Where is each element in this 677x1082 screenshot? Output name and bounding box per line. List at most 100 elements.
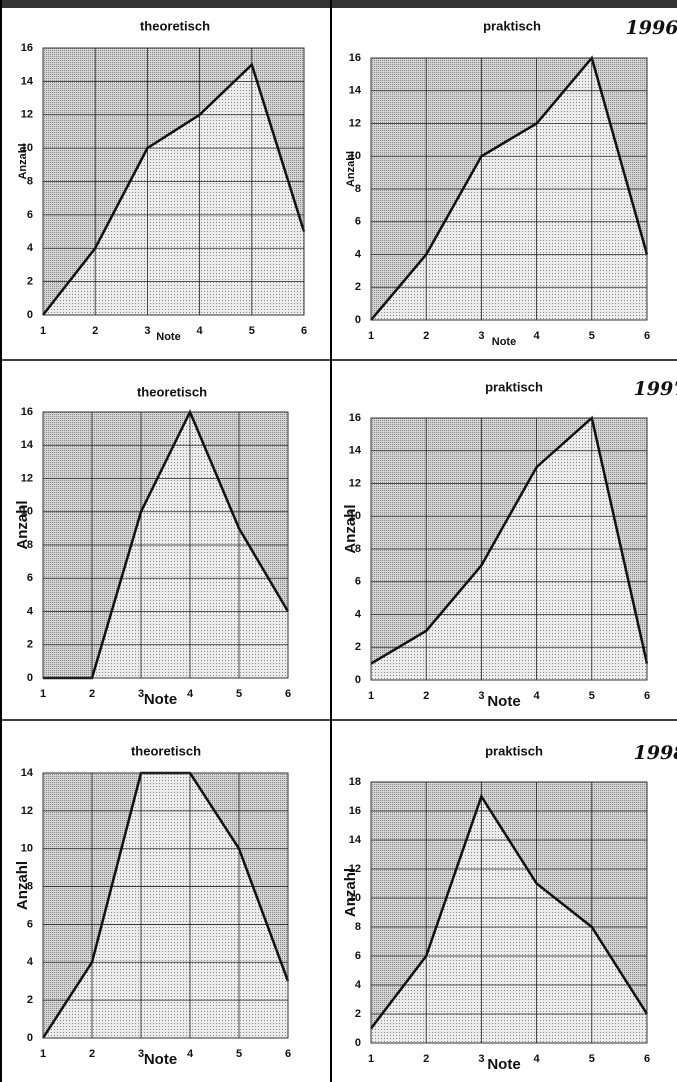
y-tick-label: 12 xyxy=(21,472,33,484)
y-tick-label: 12 xyxy=(21,109,33,121)
chart-title: theoretisch xyxy=(131,743,201,758)
x-tick-label: 2 xyxy=(423,330,429,342)
y-tick-label: 8 xyxy=(355,921,361,933)
x-tick-label: 5 xyxy=(249,325,255,337)
y-tick-label: 4 xyxy=(27,242,34,254)
y-axis-label: Anzahl xyxy=(342,868,359,917)
chart-title: praktisch xyxy=(483,18,541,33)
y-tick-label: 6 xyxy=(355,950,361,962)
page: 0246810121416123456theoretischNoteAnzahl… xyxy=(0,0,677,1082)
y-tick-label: 4 xyxy=(355,979,362,991)
y-tick-label: 2 xyxy=(355,281,361,293)
x-tick-label: 1 xyxy=(40,688,46,700)
y-tick-label: 16 xyxy=(21,42,33,54)
scan-edge xyxy=(0,0,677,8)
x-tick-label: 4 xyxy=(197,325,204,337)
chart-title: theoretisch xyxy=(140,18,210,33)
chart-title: theoretisch xyxy=(137,384,207,399)
x-tick-label: 6 xyxy=(644,330,650,342)
y-tick-label: 2 xyxy=(27,639,33,651)
year-annotation: 1998 xyxy=(634,742,677,764)
x-tick-label: 4 xyxy=(534,330,541,342)
x-tick-label: 6 xyxy=(301,325,307,337)
chart-sheet: 0246810121416123456theoretischNoteAnzahl… xyxy=(0,0,677,1082)
x-tick-label: 1 xyxy=(368,330,374,342)
x-tick-label: 5 xyxy=(236,688,242,700)
y-tick-label: 14 xyxy=(349,834,362,846)
y-axis-label: Anzahl xyxy=(342,504,359,553)
x-tick-label: 1 xyxy=(368,690,374,702)
y-tick-label: 18 xyxy=(349,776,361,788)
x-axis-label: Note xyxy=(492,336,516,348)
y-tick-label: 0 xyxy=(355,674,361,686)
y-tick-label: 14 xyxy=(349,445,362,457)
x-tick-label: 1 xyxy=(40,1048,46,1060)
x-tick-label: 2 xyxy=(92,325,98,337)
y-tick-label: 16 xyxy=(349,412,361,424)
x-tick-label: 4 xyxy=(534,1053,541,1065)
y-axis-label: Anzahl xyxy=(17,143,29,179)
y-tick-label: 0 xyxy=(355,1037,361,1049)
y-tick-label: 16 xyxy=(349,805,361,817)
x-tick-label: 2 xyxy=(89,688,95,700)
y-tick-label: 2 xyxy=(355,641,361,653)
y-tick-label: 16 xyxy=(349,52,361,64)
y-tick-label: 12 xyxy=(21,805,33,817)
x-tick-label: 5 xyxy=(589,1053,595,1065)
y-tick-label: 6 xyxy=(27,572,33,584)
x-tick-label: 3 xyxy=(478,690,484,702)
x-tick-label: 2 xyxy=(423,1053,429,1065)
x-tick-label: 5 xyxy=(589,690,595,702)
y-tick-label: 4 xyxy=(355,608,362,620)
x-tick-label: 4 xyxy=(187,688,194,700)
x-tick-label: 6 xyxy=(285,688,291,700)
y-tick-label: 0 xyxy=(27,1032,33,1044)
x-tick-label: 6 xyxy=(644,690,650,702)
x-axis-label: Note xyxy=(156,331,180,343)
x-tick-label: 3 xyxy=(144,325,150,337)
x-tick-label: 6 xyxy=(285,1048,291,1060)
y-tick-label: 14 xyxy=(349,85,362,97)
y-tick-label: 0 xyxy=(27,672,33,684)
y-tick-label: 6 xyxy=(27,918,33,930)
y-tick-label: 2 xyxy=(27,276,33,288)
y-tick-label: 4 xyxy=(27,956,34,968)
y-tick-label: 4 xyxy=(355,248,362,260)
x-tick-label: 6 xyxy=(644,1053,650,1065)
year-annotation: 1997 xyxy=(634,378,677,400)
x-tick-label: 2 xyxy=(423,690,429,702)
y-axis-label: Anzahl xyxy=(14,500,31,549)
y-tick-label: 6 xyxy=(355,216,361,228)
y-tick-label: 2 xyxy=(27,994,33,1006)
y-tick-label: 16 xyxy=(21,406,33,418)
x-tick-label: 2 xyxy=(89,1048,95,1060)
y-axis-label: Anzahl xyxy=(14,861,31,910)
x-axis-label: Note xyxy=(144,691,177,708)
y-tick-label: 14 xyxy=(21,439,34,451)
y-tick-label: 0 xyxy=(27,309,33,321)
y-tick-label: 0 xyxy=(355,314,361,326)
chart-title: praktisch xyxy=(485,743,543,758)
y-tick-label: 14 xyxy=(21,767,34,779)
x-axis-label: Note xyxy=(144,1051,177,1068)
y-tick-label: 2 xyxy=(355,1008,361,1020)
x-tick-label: 1 xyxy=(368,1053,374,1065)
x-tick-label: 5 xyxy=(589,330,595,342)
x-tick-label: 3 xyxy=(478,1053,484,1065)
chart-title: praktisch xyxy=(485,379,543,394)
y-tick-label: 14 xyxy=(21,75,34,87)
x-tick-label: 4 xyxy=(187,1048,194,1060)
x-axis-label: Note xyxy=(487,1056,520,1073)
x-tick-label: 1 xyxy=(40,325,46,337)
y-tick-label: 12 xyxy=(349,117,361,129)
year-annotation: 1996 xyxy=(626,17,677,39)
x-tick-label: 5 xyxy=(236,1048,242,1060)
y-tick-label: 4 xyxy=(27,605,34,617)
x-axis-label: Note xyxy=(487,693,520,710)
y-tick-label: 6 xyxy=(355,576,361,588)
y-tick-label: 10 xyxy=(21,843,33,855)
y-axis-label: Anzahl xyxy=(345,151,357,187)
x-tick-label: 3 xyxy=(478,330,484,342)
y-tick-label: 6 xyxy=(27,209,33,221)
y-tick-label: 12 xyxy=(349,477,361,489)
